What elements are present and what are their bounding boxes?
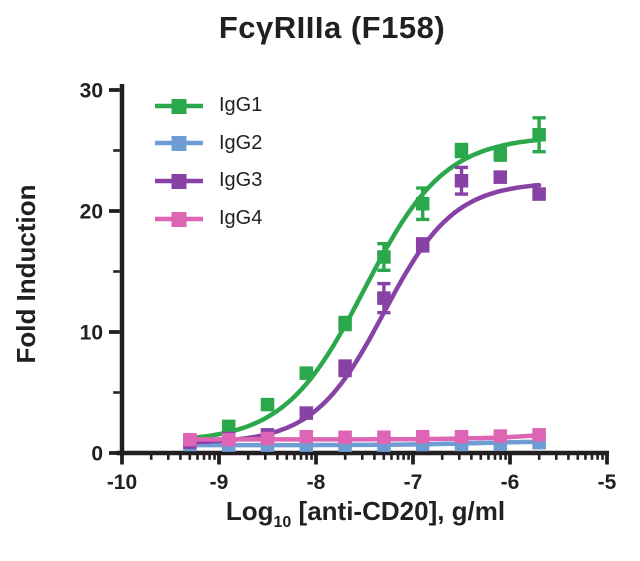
marker-igg4 <box>493 429 508 443</box>
legend-swatch-igg4 <box>155 211 203 227</box>
x-axis-title-subscript: 10 <box>273 514 292 531</box>
y-tick-label: 0 <box>91 443 103 466</box>
legend-label-igg2: IgG2 <box>219 131 263 154</box>
legend-marker-igg1 <box>171 98 187 114</box>
marker-igg1 <box>221 419 236 434</box>
curve-igg1 <box>187 137 542 441</box>
marker-igg1 <box>493 147 508 161</box>
marker-igg1 <box>415 196 430 211</box>
marker-igg4 <box>454 429 469 444</box>
legend-item-igg2: IgG2 <box>155 125 262 163</box>
marker-igg1 <box>454 143 469 158</box>
marker-igg4 <box>532 428 546 442</box>
marker-igg3 <box>299 406 314 420</box>
x-tick-label: -5 <box>598 471 617 494</box>
legend-label-igg4: IgG4 <box>219 207 263 230</box>
marker-igg4 <box>415 429 430 444</box>
curve-igg4 <box>187 432 542 442</box>
marker-igg4 <box>299 429 314 444</box>
curve-igg2 <box>187 439 542 448</box>
x-tick-label: -8 <box>307 471 326 494</box>
x-tick-label: -10 <box>107 471 137 494</box>
legend-label-igg1: IgG1 <box>219 94 263 117</box>
x-axis-title-suffix: [anti-CD20], g/ml <box>291 496 506 526</box>
marker-igg4 <box>221 432 236 447</box>
marker-igg3 <box>493 170 508 184</box>
marker-igg1 <box>532 128 546 142</box>
marker-igg1 <box>377 250 391 264</box>
marker-igg3 <box>415 238 430 252</box>
legend-label-igg3: IgG3 <box>219 169 263 192</box>
legend-swatch-igg1 <box>155 98 203 114</box>
x-tick-label: -6 <box>501 471 520 494</box>
x-tick-label: -7 <box>404 471 423 494</box>
marker-igg3 <box>532 187 546 201</box>
marker-igg3 <box>377 291 391 305</box>
marker-igg1 <box>299 366 314 380</box>
legend-swatch-igg3 <box>155 173 203 189</box>
x-axis-title-prefix: Log <box>225 496 274 526</box>
marker-igg4 <box>377 430 391 445</box>
marker-igg4 <box>338 430 352 445</box>
x-tick-label: -9 <box>210 471 229 494</box>
chart-title: FcγRIIIa (F158) <box>218 10 446 45</box>
legend-item-igg3: IgG3 <box>155 162 262 200</box>
legend-marker-igg2 <box>171 136 187 152</box>
marker-igg4 <box>260 431 275 446</box>
y-tick-label: 10 <box>80 322 103 345</box>
legend-swatch-igg2 <box>155 136 203 152</box>
x-axis-title: Log10 [anti-CD20], g/ml <box>122 496 609 532</box>
y-tick-label: 30 <box>80 80 103 103</box>
marker-igg3 <box>338 361 352 376</box>
legend-item-igg1: IgG1 <box>155 87 262 125</box>
legend: IgG1 IgG2 IgG3 IgG4 <box>155 87 262 237</box>
marker-igg4 <box>183 432 197 447</box>
legend-item-igg4: IgG4 <box>155 200 262 238</box>
marker-igg3 <box>454 174 469 188</box>
marker-igg1 <box>260 397 275 412</box>
legend-marker-igg4 <box>171 211 187 227</box>
y-tick-label: 20 <box>80 201 103 224</box>
marker-igg1 <box>338 316 352 331</box>
legend-marker-igg3 <box>171 173 187 189</box>
